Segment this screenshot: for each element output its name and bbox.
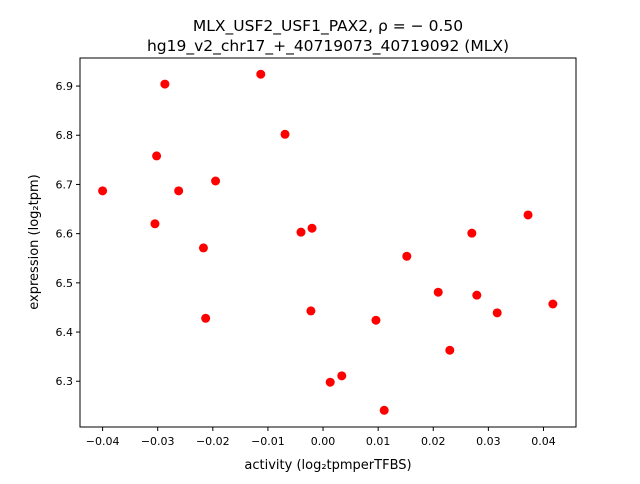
points-layer — [98, 69, 558, 415]
x-tick-label: 0.02 — [421, 435, 446, 448]
data-point — [492, 308, 502, 318]
y-axis-label: expression (log₂tpm) — [27, 174, 42, 309]
data-point — [307, 223, 317, 233]
y-tick-label: 6.6 — [56, 228, 74, 241]
x-axis: −0.04 −0.03 −0.02 −0.01 0.00 0.01 0.02 0.03 0.04 — [86, 427, 556, 448]
data-point — [445, 345, 455, 355]
data-point — [150, 219, 160, 229]
x-tick-label: −0.03 — [141, 435, 175, 448]
data-point — [402, 251, 412, 261]
y-tick-label: 6.9 — [56, 80, 74, 93]
data-point — [371, 315, 381, 325]
data-point — [467, 228, 477, 238]
data-point — [379, 405, 389, 415]
data-point — [160, 79, 170, 89]
y-axis: 6.3 6.4 6.5 6.6 6.7 6.8 6.9 — [56, 80, 80, 388]
x-tick-label: 0.04 — [531, 435, 556, 448]
data-point — [472, 290, 482, 300]
x-tick-label: 0.00 — [311, 435, 336, 448]
data-point — [433, 287, 443, 297]
y-tick-label: 6.7 — [56, 178, 74, 191]
data-point — [198, 243, 208, 253]
plot-frame — [79, 57, 577, 428]
data-point — [152, 151, 162, 161]
data-point — [325, 377, 335, 387]
data-point — [211, 176, 221, 186]
y-tick-label: 6.8 — [56, 129, 74, 142]
data-point — [548, 299, 558, 309]
x-tick-label: −0.02 — [196, 435, 230, 448]
data-point — [523, 210, 533, 220]
y-tick-label: 6.3 — [56, 375, 74, 388]
chart-title-line2: hg19_v2_chr17_+_40719073_40719092 (MLX) — [147, 37, 509, 56]
data-point — [98, 186, 108, 196]
x-tick-label: 0.03 — [476, 435, 501, 448]
y-tick-label: 6.5 — [56, 277, 74, 290]
x-tick-label: −0.01 — [251, 435, 285, 448]
x-axis-label: activity (log₂tpmperTFBS) — [244, 458, 411, 473]
data-point — [201, 313, 211, 323]
data-point — [174, 186, 184, 196]
data-point — [256, 69, 266, 79]
x-tick-label: −0.04 — [86, 435, 120, 448]
data-point — [306, 306, 316, 316]
data-point — [280, 129, 290, 139]
x-tick-label: 0.01 — [366, 435, 391, 448]
data-point — [337, 371, 347, 381]
data-point — [296, 227, 306, 237]
chart-title-line1: MLX_USF2_USF1_PAX2, ρ = − 0.50 — [193, 17, 463, 36]
y-tick-label: 6.4 — [56, 326, 74, 339]
